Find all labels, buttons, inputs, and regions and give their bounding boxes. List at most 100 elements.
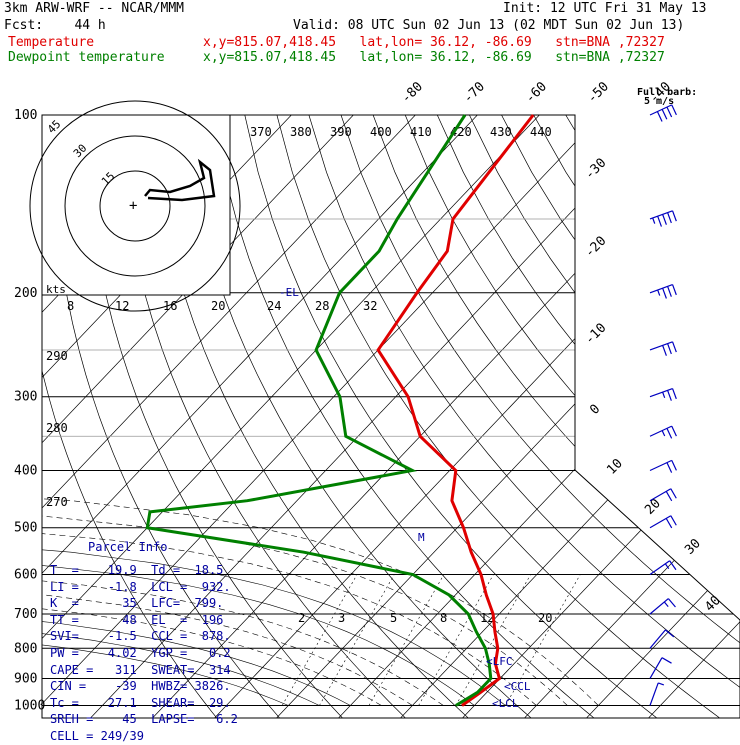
wind-barb-flag — [668, 390, 672, 400]
dry-adiabat-line — [662, 115, 740, 718]
wind-barb-flag — [662, 431, 665, 436]
theta-label: 280 — [46, 421, 68, 435]
dry-adiabat-line — [469, 115, 740, 718]
dry-adiabat-line — [534, 115, 740, 718]
isotherm-right-label: 40 — [702, 593, 724, 615]
hodograph-speed-label: 12 — [115, 299, 129, 313]
hodograph-speed-label: 16 — [163, 299, 177, 313]
theta-e-label: 370 — [250, 125, 272, 139]
hodograph-speed-label: 24 — [267, 299, 281, 313]
parcel-info-row: LI = -1.8 LCL = 932. — [50, 579, 238, 596]
m-marker: M — [418, 531, 425, 544]
hodograph-center: + — [129, 198, 137, 214]
dry-adiabat-line — [341, 115, 740, 718]
hodograph-unit-label: kts — [46, 283, 66, 296]
wind-barb-flag — [662, 109, 667, 119]
wind-barb-flag — [666, 518, 672, 528]
wind-barb-staff — [650, 683, 658, 706]
wind-barb-staff — [650, 599, 668, 614]
parcel-info-row: CAPE = 311 SWEAT= 314 — [50, 662, 238, 679]
wind-barb-flag — [672, 460, 677, 470]
theta-e-label: 390 — [330, 125, 352, 139]
isotherm-top-label: -70 — [461, 79, 488, 106]
isotherm-right-label: -30 — [582, 156, 609, 183]
dry-adiabat-line — [502, 115, 740, 718]
wind-barb-flag — [667, 428, 672, 438]
mixing-ratio-label: 20 — [538, 611, 552, 625]
wind-barb-staff — [650, 561, 670, 575]
wind-barb-flag — [663, 392, 665, 398]
mixing-ratio-line — [369, 574, 444, 705]
dry-adiabat-line — [405, 115, 740, 718]
parcel-info-row: SREH = 45 LAPSE= 6.2 — [50, 711, 238, 728]
mixing-ratio-line — [319, 574, 394, 705]
hodograph-speed-label: 28 — [315, 299, 329, 313]
wind-barb-flag — [658, 290, 660, 296]
pressure-tick-label: 400 — [14, 464, 37, 479]
pressure-tick-label: 300 — [14, 390, 37, 405]
isotherm-top-label: -50 — [585, 79, 612, 106]
isotherm-line — [525, 115, 740, 718]
pressure-tick-label: 1000 — [14, 698, 45, 713]
isotherm-top-label: -60 — [523, 79, 550, 106]
parcel-info-row: CIN = -39 HWBZ= 3826. — [50, 678, 238, 695]
wind-barb-flag — [663, 345, 667, 355]
wind-barb-flag — [673, 285, 677, 295]
dry-adiabat-line — [213, 115, 594, 718]
dry-adiabat-line — [630, 115, 740, 718]
wind-barb-flag — [658, 683, 664, 685]
isotherm-line — [215, 115, 740, 718]
wind-barb-flag — [673, 389, 677, 399]
wind-barb-flag — [658, 216, 662, 226]
lcl-marker: <LCL — [492, 697, 519, 710]
pressure-tick-label: 600 — [14, 567, 37, 582]
pressure-tick-label: 200 — [14, 286, 37, 301]
wind-barb-staff — [650, 658, 662, 679]
wind-barb-flag — [668, 344, 672, 354]
isotherm-line — [277, 115, 740, 718]
wind-barb-flag — [671, 489, 677, 499]
parcel-info-row: SVI= -1.5 CCL = 878. — [50, 628, 238, 645]
theta-e-label: 410 — [410, 125, 432, 139]
dry-adiabat-line — [566, 115, 740, 718]
isotherm-line — [401, 115, 740, 718]
pressure-tick-label: 500 — [14, 521, 37, 536]
theta-e-label: 380 — [290, 125, 312, 139]
pressure-tick-label: 700 — [14, 607, 37, 622]
hodograph-speed-label: 32 — [363, 299, 377, 313]
wind-barb-flag — [663, 214, 667, 224]
wind-barb-flag — [673, 342, 677, 352]
wind-barb-flag — [653, 218, 655, 224]
pressure-tick-label: 900 — [14, 671, 37, 686]
isotherm-right-label: 30 — [682, 536, 704, 558]
mixing-ratio-label: 3 — [338, 611, 345, 625]
wind-barb-flag — [671, 516, 677, 526]
dry-adiabat-line — [245, 115, 657, 718]
dry-adiabat-line — [373, 115, 740, 718]
wind-barb-flag — [673, 211, 677, 221]
parcel-info-row: PW = 4.02 YGP = 0.2 — [50, 645, 238, 662]
mixing-ratio-label: 5 — [390, 611, 397, 625]
wind-barb-flag — [663, 288, 667, 298]
wind-barb-flag — [662, 658, 672, 664]
mixing-ratio-line — [282, 574, 357, 705]
parcel-info-row: K = 35 LFC= 799. — [50, 595, 238, 612]
wind-barb-flag — [666, 491, 672, 501]
el-marker: -EL — [279, 286, 299, 299]
dry-adiabat-line — [598, 115, 740, 718]
wind-barb-flag — [668, 286, 672, 296]
theta-e-label: 440 — [530, 125, 552, 139]
isotherm-right-label: 0 — [587, 402, 603, 418]
parcel-info-title: Parcel Info — [88, 539, 167, 556]
theta-e-label: 400 — [370, 125, 392, 139]
isotherm-right-label: 10 — [604, 456, 626, 478]
wind-barb-flag — [668, 599, 675, 607]
isotherm-line — [153, 115, 726, 718]
parcel-info-row: CELL = 249/39 — [50, 728, 238, 745]
isotherm-right-label: -20 — [582, 234, 609, 261]
mixing-ratio-label: 2 — [298, 611, 305, 625]
wind-barb-flag — [668, 213, 672, 223]
dry-adiabat-line — [309, 115, 740, 718]
theta-e-label: 430 — [490, 125, 512, 139]
